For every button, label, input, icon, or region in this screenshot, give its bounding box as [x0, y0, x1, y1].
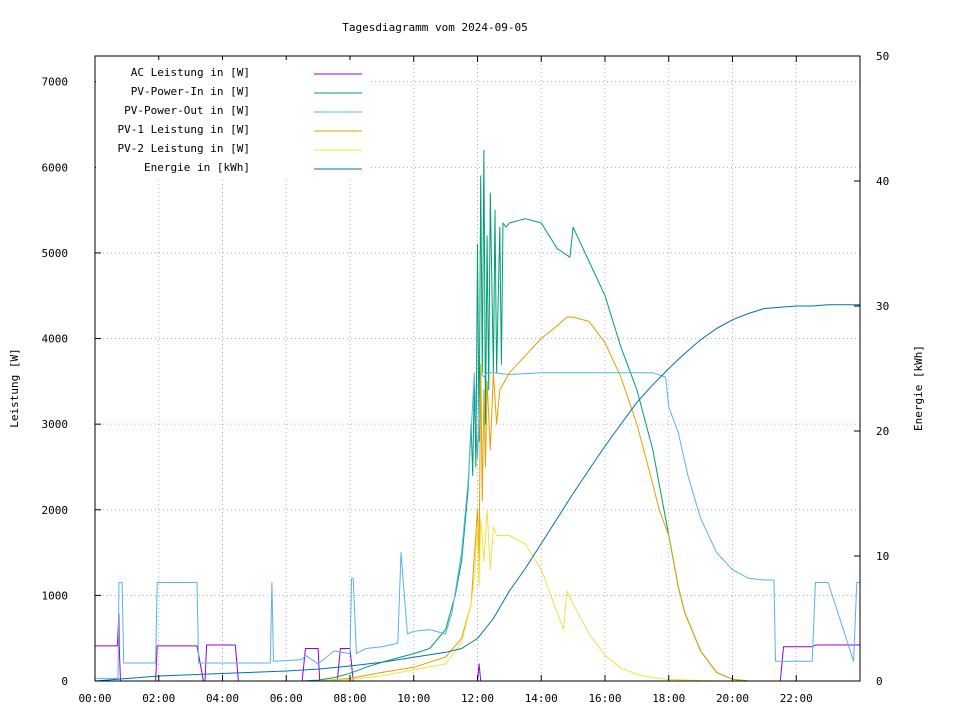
legend: AC Leistung in [W] PV-Power-In in [W] PV-P…: [96, 60, 370, 178]
series-line-pv-2-leistung-in-w: [95, 509, 860, 682]
x-tick-label: 12:00: [461, 692, 494, 705]
x-tick-label: 06:00: [270, 692, 303, 705]
y2-tick-label: 20: [876, 425, 889, 438]
x-tick-label: 02:00: [142, 692, 175, 705]
y-tick-label: 5000: [42, 247, 69, 260]
series-line-pv-power-in-in-w: [95, 149, 860, 682]
legend-label-pv-power-out-in-w: PV-Power-Out in [W]: [124, 104, 250, 117]
y2-axis-label: Energie [kWh]: [912, 345, 925, 431]
ticks: 00:00 02:00 04:00 06:00 08:00 10:00 12:00 14:00…: [42, 50, 890, 705]
y-tick-label: 2000: [42, 504, 69, 517]
y-tick-label: 7000: [42, 76, 69, 89]
y2-tick-label: 10: [876, 550, 889, 563]
y2-tick-label: 40: [876, 175, 889, 188]
x-tick-label: 14:00: [525, 692, 558, 705]
series-line-pv-power-out-in-w: [95, 372, 860, 679]
y2-tick-label: 0: [876, 675, 883, 688]
x-tick-label: 00:00: [78, 692, 111, 705]
x-tick-label: 18:00: [652, 692, 685, 705]
x-tick-label: 08:00: [333, 692, 366, 705]
legend-label-pv-1-leistung-in-w: PV-1 Leistung in [W]: [118, 123, 250, 136]
x-tick-label: 20:00: [716, 692, 749, 705]
y-tick-label: 4000: [42, 333, 69, 346]
chart-title: Tagesdiagramm vom 2024-09-05: [342, 21, 527, 34]
y-tick-label: 0: [61, 675, 68, 688]
series-line-pv-1-leistung-in-w: [95, 316, 860, 682]
y-axis-label: Leistung [W]: [8, 348, 21, 427]
x-tick-label: 10:00: [397, 692, 430, 705]
legend-box: [96, 60, 370, 178]
x-tick-label: 22:00: [780, 692, 813, 705]
legend-label-energie-in-kwh: Energie in [kWh]: [144, 161, 250, 174]
y-tick-label: 1000: [42, 589, 69, 602]
x-tick-label: 04:00: [206, 692, 239, 705]
y-tick-label: 3000: [42, 418, 69, 431]
legend-label-ac-leistung-in-w: AC Leistung in [W]: [131, 66, 250, 79]
legend-label-pv-power-in-in-w: PV-Power-In in [W]: [131, 85, 250, 98]
y2-tick-label: 50: [876, 50, 889, 63]
series-line-energie-in-kwh: [94, 304, 860, 682]
legend-label-pv-2-leistung-in-w: PV-2 Leistung in [W]: [118, 142, 250, 155]
y2-tick-label: 30: [876, 300, 889, 313]
x-tick-label: 16:00: [588, 692, 621, 705]
y-tick-label: 6000: [42, 161, 69, 174]
